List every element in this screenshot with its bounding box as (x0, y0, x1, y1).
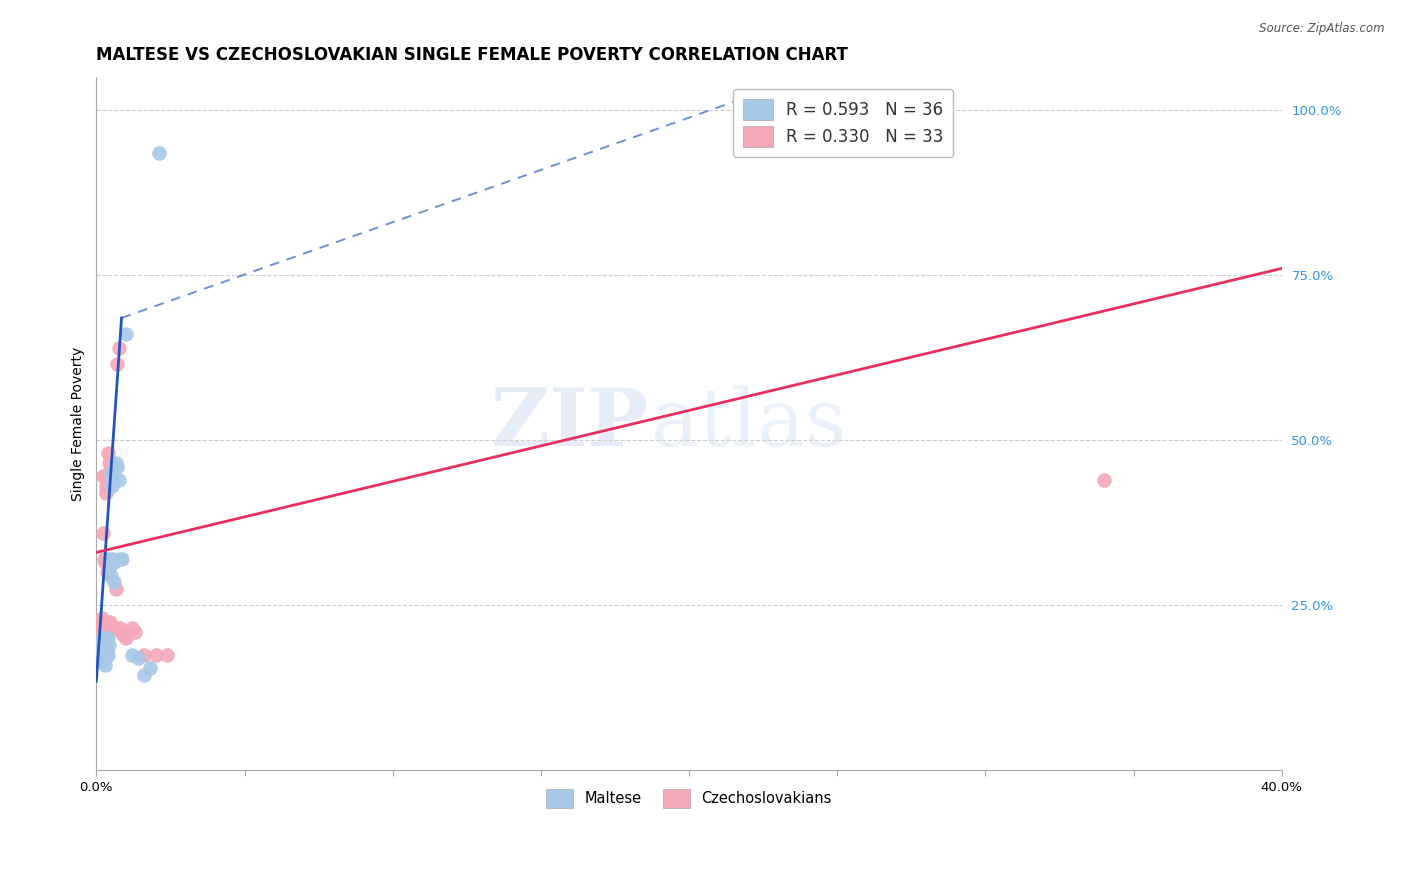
Point (96, 486, 118, 500)
Point (91, 641, 114, 656)
Point (103, 621, 125, 635)
Point (100, 568, 122, 582)
Point (90, 611, 112, 625)
Point (97, 638, 120, 652)
Point (89, 621, 111, 635)
Point (124, 624, 146, 639)
Point (121, 621, 143, 635)
Point (145, 648, 167, 662)
Text: MALTESE VS CZECHOSLOVAKIAN SINGLE FEMALE POVERTY CORRELATION CHART: MALTESE VS CZECHOSLOVAKIAN SINGLE FEMALE… (97, 46, 848, 64)
Text: ZIP: ZIP (491, 384, 648, 463)
Point (110, 552, 132, 566)
Point (94, 469, 117, 483)
Point (100, 466, 122, 480)
Point (96, 565, 118, 579)
Point (1092, 473, 1115, 487)
Point (94, 479, 117, 493)
Point (108, 552, 131, 566)
Point (96, 641, 118, 656)
Y-axis label: Single Female Poverty: Single Female Poverty (72, 346, 86, 500)
Point (115, 327, 138, 342)
Point (89, 641, 111, 656)
Point (97, 632, 120, 646)
Point (132, 667, 155, 681)
Point (97, 446, 120, 460)
Point (89, 618, 111, 632)
Point (127, 651, 149, 665)
Point (93, 469, 115, 483)
Point (104, 582, 127, 596)
Point (105, 357, 128, 371)
Point (96, 644, 118, 658)
Point (101, 552, 124, 566)
Point (108, 621, 131, 635)
Point (115, 632, 138, 646)
Point (94, 632, 117, 646)
Point (98, 618, 121, 632)
Point (100, 621, 122, 635)
Point (104, 456, 127, 470)
Point (101, 621, 124, 635)
Point (98, 558, 121, 573)
Point (97, 648, 120, 662)
Point (156, 648, 179, 662)
Point (89, 634, 111, 648)
Point (100, 618, 122, 632)
Point (91, 525, 114, 540)
Point (110, 624, 132, 639)
Point (103, 555, 125, 569)
Text: atlas: atlas (651, 384, 846, 463)
Point (105, 459, 128, 474)
Point (148, 145, 170, 160)
Point (93, 648, 115, 662)
Point (94, 634, 117, 648)
Point (93, 657, 115, 672)
Point (98, 615, 121, 629)
Point (98, 552, 121, 566)
Point (103, 575, 125, 590)
Point (91, 634, 114, 648)
Legend: Maltese, Czechoslovakians: Maltese, Czechoslovakians (538, 781, 839, 815)
Point (107, 341, 129, 355)
Point (93, 555, 115, 569)
Point (97, 456, 120, 470)
Point (89, 644, 111, 658)
Point (101, 479, 124, 493)
Point (138, 661, 160, 675)
Point (111, 628, 134, 642)
Point (93, 654, 115, 668)
Point (91, 615, 114, 629)
Point (121, 648, 143, 662)
Point (107, 473, 129, 487)
Point (90, 638, 112, 652)
Text: Source: ZipAtlas.com: Source: ZipAtlas.com (1260, 22, 1385, 36)
Point (100, 473, 122, 487)
Point (93, 552, 115, 566)
Point (132, 648, 155, 662)
